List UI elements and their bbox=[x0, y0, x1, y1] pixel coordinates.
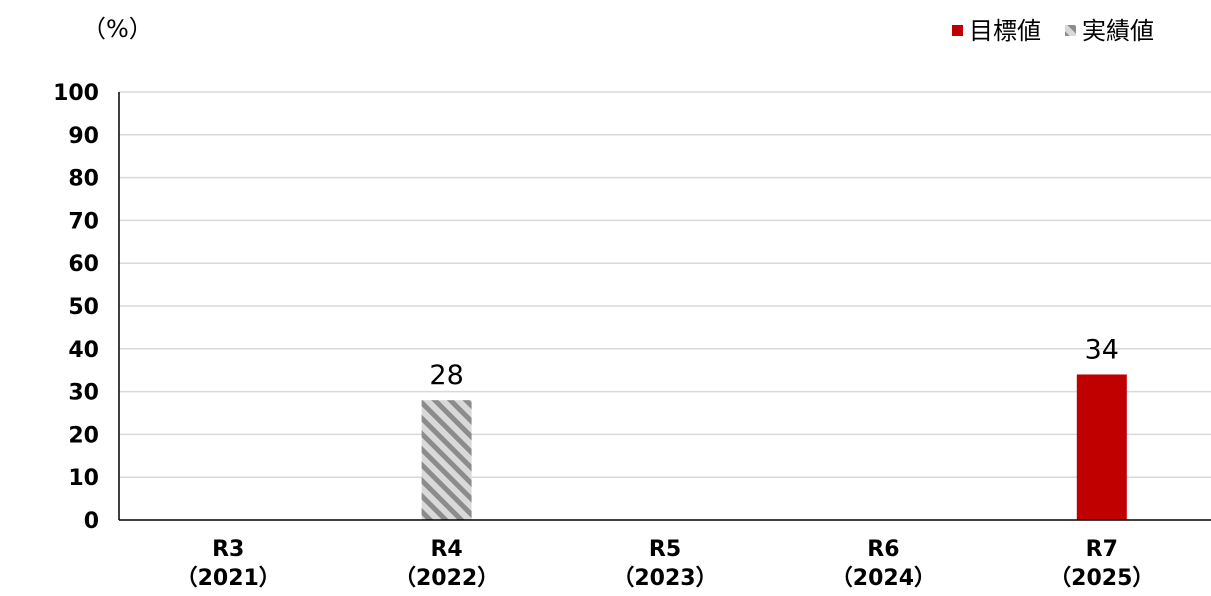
data-label: 28 bbox=[429, 360, 463, 391]
y-tick-label: 100 bbox=[53, 81, 99, 106]
y-tick-label: 20 bbox=[68, 423, 99, 448]
x-tick-sublabel: （2022） bbox=[394, 566, 499, 591]
y-unit-label: （%） bbox=[82, 15, 153, 43]
y-tick-label: 70 bbox=[68, 209, 99, 234]
x-tick-sublabel: （2025） bbox=[1049, 566, 1154, 591]
bar-target bbox=[1076, 374, 1127, 520]
x-tick-label: R4 bbox=[430, 537, 462, 562]
legend-label: 実績値 bbox=[1082, 17, 1154, 45]
x-tick-sublabel: （2024） bbox=[831, 566, 936, 591]
bars: 34 28 bbox=[421, 334, 1127, 520]
legend-label: 目標値 bbox=[969, 17, 1041, 45]
x-tick-label: R7 bbox=[1086, 537, 1118, 562]
y-tick-label: 30 bbox=[68, 381, 99, 406]
y-axis-ticks: 0 10 20 30 40 50 60 70 80 90 100 bbox=[53, 81, 99, 534]
legend-swatch bbox=[1065, 25, 1076, 36]
y-tick-label: 0 bbox=[84, 509, 99, 534]
y-tick-label: 80 bbox=[68, 167, 99, 192]
y-tick-label: 40 bbox=[68, 338, 99, 363]
legend: 目標値 実績値 bbox=[952, 17, 1154, 45]
y-tick-label: 10 bbox=[68, 466, 99, 491]
x-tick-label: R6 bbox=[867, 537, 899, 562]
x-axis-categories: R3 （2021） R4 （2022） R5 （2023） R6 （2024） R7 （2025） bbox=[176, 537, 1155, 591]
y-tick-label: 60 bbox=[68, 252, 99, 277]
x-tick-label: R3 bbox=[212, 537, 244, 562]
x-tick-label: R5 bbox=[649, 537, 681, 562]
x-tick-sublabel: （2021） bbox=[176, 566, 281, 591]
y-tick-label: 50 bbox=[68, 295, 99, 320]
data-label: 34 bbox=[1085, 334, 1119, 365]
x-tick-sublabel: （2023） bbox=[612, 566, 717, 591]
gridlines bbox=[119, 91, 1211, 478]
legend-swatch bbox=[952, 25, 963, 36]
y-tick-label: 90 bbox=[68, 124, 99, 149]
bar-actual bbox=[421, 400, 472, 520]
